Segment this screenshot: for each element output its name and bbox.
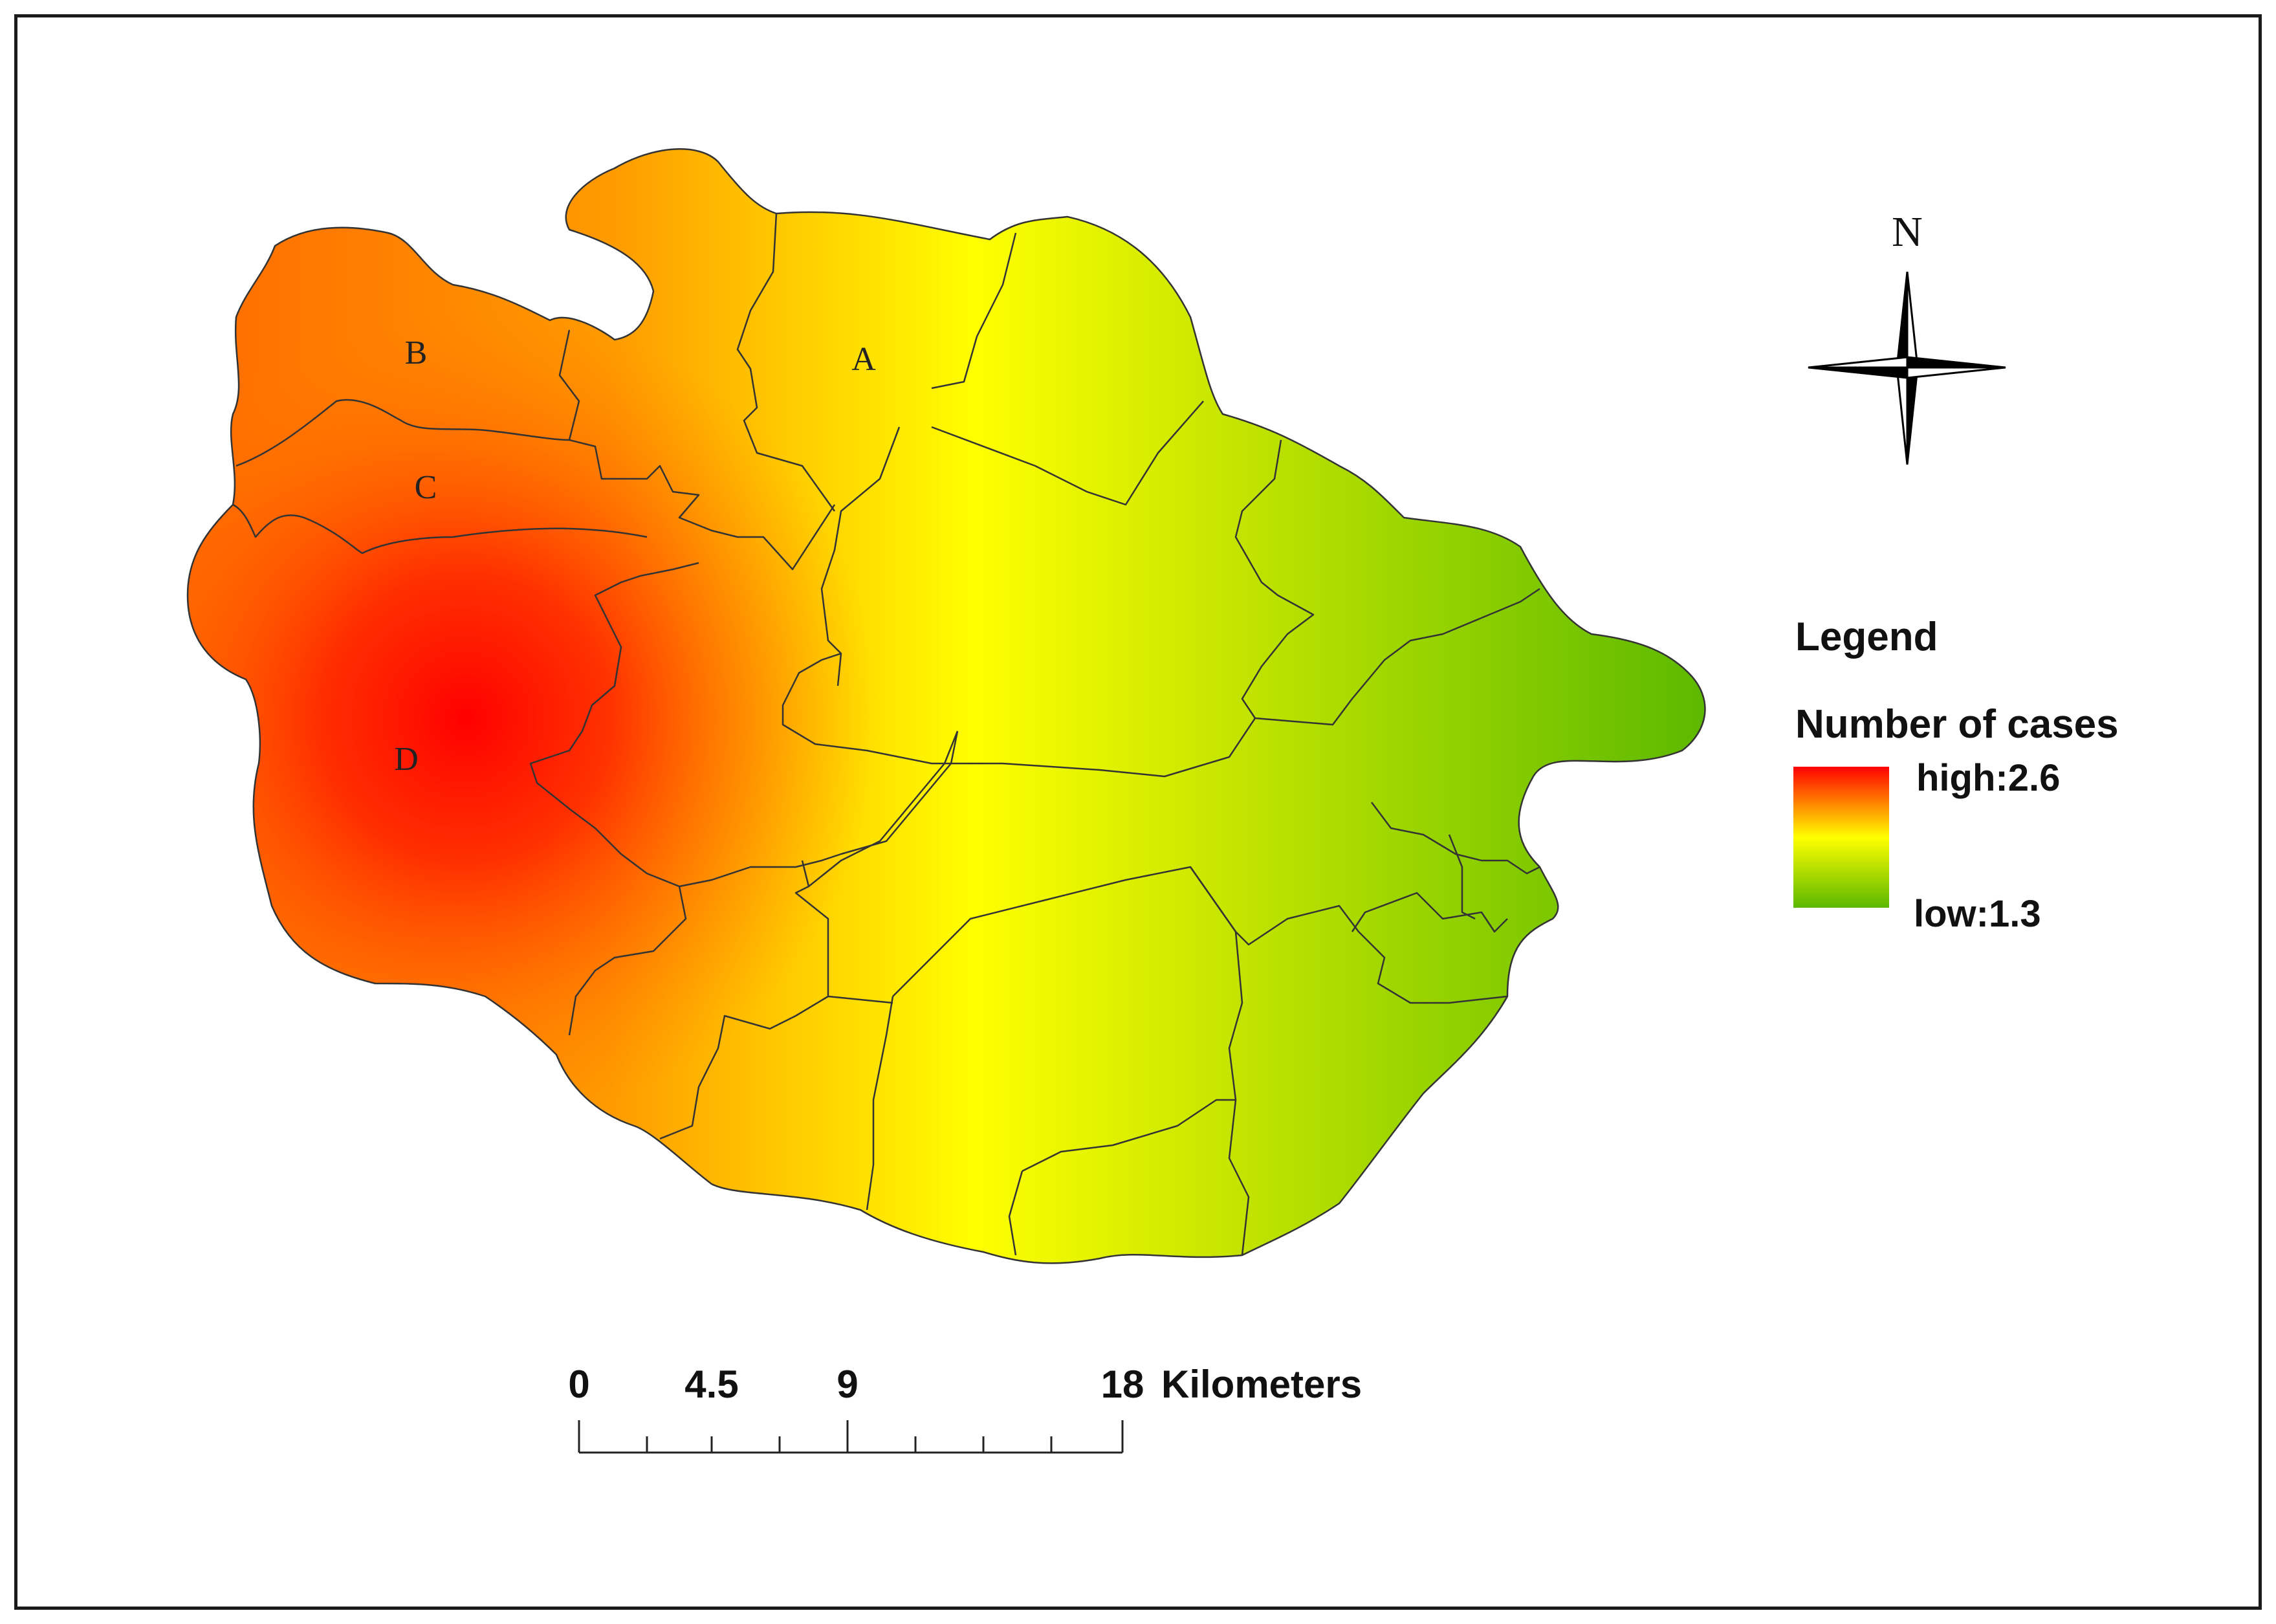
north-label: N [1892, 208, 1923, 256]
north-arrow: N [1808, 208, 2006, 465]
area-label-c: C [415, 469, 437, 506]
legend-title: Legend [1795, 615, 1938, 659]
scale-tick-label-0: 0 [568, 1363, 589, 1406]
scale-tick-label-18: 18 [1101, 1363, 1144, 1406]
scale-tick-label-9: 9 [837, 1363, 858, 1406]
legend-high-label: high:2.6 [1916, 757, 2060, 799]
legend-subtitle: Number of cases [1795, 702, 2119, 747]
scale-bar: 0 4.5 9 18 Kilometers [568, 1363, 1362, 1454]
choropleth-fill [188, 149, 1705, 1264]
compass-icon [1808, 271, 2006, 465]
scale-tick-label-4-5: 4.5 [684, 1363, 738, 1406]
scale-bar-line [578, 1420, 1124, 1454]
region-outline [186, 148, 1706, 1264]
legend-color-ramp [1793, 767, 1889, 908]
area-label-b: B [405, 335, 428, 371]
legend: Legend Number of cases high:2.6 low:1.3 [1793, 615, 2119, 935]
district-boundaries [232, 213, 1540, 1256]
scale-units: Kilometers [1161, 1363, 1362, 1406]
legend-low-label: low:1.3 [1914, 893, 2041, 935]
area-label-d: D [394, 741, 419, 778]
area-label-a: A [851, 341, 876, 378]
